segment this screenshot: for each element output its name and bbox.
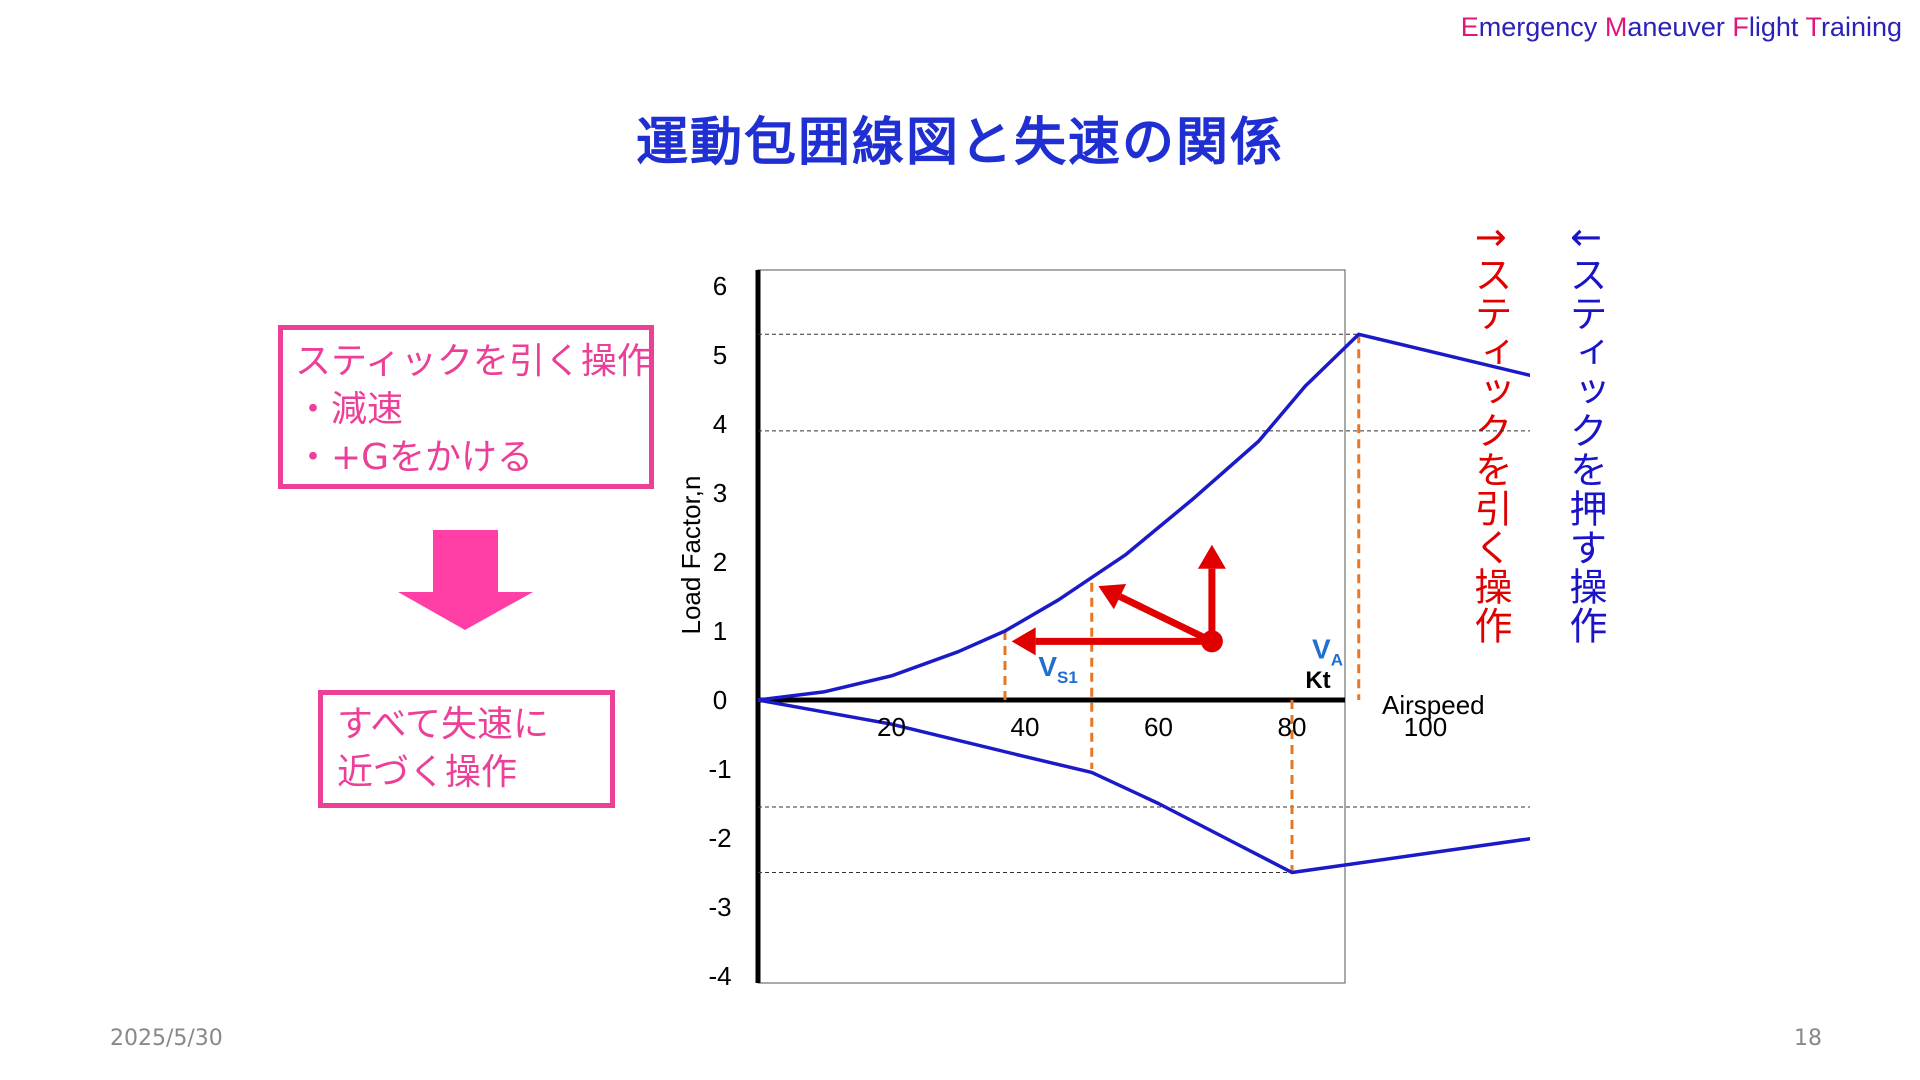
x-tick-label: 80 (1278, 712, 1307, 742)
y-tick-label: 6 (713, 271, 727, 301)
x-axis-label: Airspeed (1382, 690, 1485, 720)
callout-line: ・減速 (295, 389, 404, 430)
x-tick-label: 40 (1011, 712, 1040, 742)
y-tick-label: 4 (713, 409, 727, 439)
down-arrow-icon (398, 530, 533, 630)
callout-pull-stick: スティックを引く操作 ・減速 ・+Gをかける (278, 325, 654, 489)
y-tick-label: 1 (713, 616, 727, 646)
vn-diagram: 6543210-1-2-3-420406080100120140160Load … (676, 269, 1530, 991)
footer-date: 2025/5/30 (110, 1026, 223, 1051)
x-tick-label: 100 (1404, 712, 1447, 742)
y-tick-label: -4 (708, 961, 731, 991)
control-arrow-head (1098, 584, 1127, 610)
y-tick-label: -2 (708, 823, 731, 853)
slide-title: 運動包囲線図と失速の関係 (635, 113, 1284, 173)
callout-line: ・+Gをかける (295, 437, 534, 478)
envelope-line (757, 332, 1530, 875)
control-arrow-shaft (1118, 593, 1214, 645)
y-tick-label: 3 (713, 478, 727, 508)
plot-frame (757, 269, 1346, 984)
control-arrow-head (1011, 627, 1036, 656)
x-unit-label: Kt (1305, 667, 1330, 694)
y-axis-label: Load Factor,n (676, 476, 706, 635)
control-arrow-head (1197, 544, 1226, 569)
callout-line: スティックを引く操作 (295, 341, 653, 382)
y-tick-label: 5 (713, 340, 727, 370)
callout-stall: すべて失速に 近づく操作 (318, 690, 615, 808)
label-push-stick: ↓スティックを押す操作 (1563, 222, 1607, 645)
x-tick-label: 60 (1144, 712, 1173, 742)
label-pull-stick: ↑スティックを引く操作 (1468, 222, 1512, 645)
page-number: 18 (1794, 1026, 1822, 1051)
brand-header: Emergency Maneuver Flight Training (1460, 12, 1902, 42)
speed-label: VS1 (1038, 651, 1077, 687)
callout-line: 近づく操作 (337, 752, 518, 793)
callout-line: すべて失速に (337, 704, 550, 745)
speed-label: VA (1312, 634, 1343, 670)
x-tick-label: 20 (877, 712, 906, 742)
y-tick-label: -1 (708, 754, 731, 784)
y-tick-label: 2 (713, 547, 727, 577)
y-tick-label: 0 (713, 685, 727, 715)
y-tick-label: -3 (708, 892, 731, 922)
